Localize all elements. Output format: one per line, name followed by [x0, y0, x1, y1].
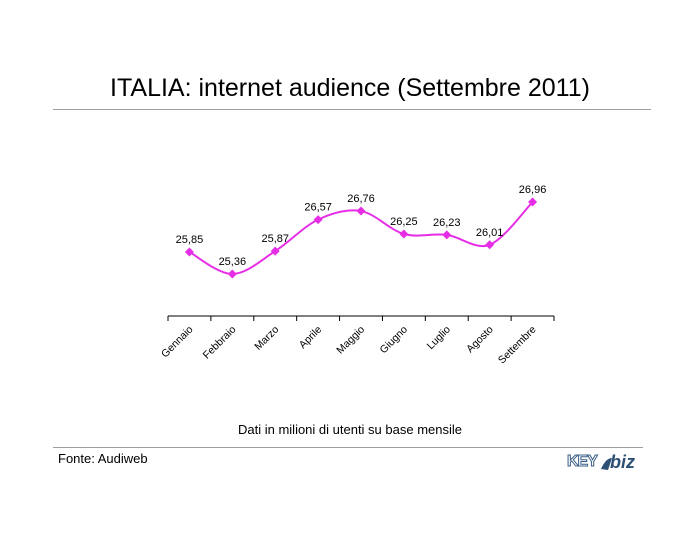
- data-label: 25,85: [176, 234, 204, 246]
- data-point-marker: [227, 269, 237, 279]
- data-point-marker: [270, 246, 280, 256]
- x-tick-label: Maggio: [334, 324, 367, 357]
- data-point-marker: [528, 197, 538, 207]
- chart-title: ITALIA: internet audience (Settembre 201…: [110, 74, 590, 102]
- data-point-marker: [356, 206, 366, 216]
- x-tick-label: Gennaio: [159, 324, 196, 361]
- data-point-marker: [399, 229, 409, 239]
- data-point-marker: [485, 240, 495, 250]
- source-note: Fonte: Audiweb: [58, 451, 148, 466]
- bottom-divider: [53, 447, 643, 448]
- x-tick-label: Luglio: [425, 324, 453, 352]
- top-divider: [53, 109, 651, 110]
- data-label: 26,25: [390, 216, 418, 228]
- x-tick-label: Settembre: [496, 324, 539, 367]
- data-label: 26,76: [347, 193, 375, 205]
- data-label: 25,36: [219, 256, 247, 268]
- x-tick-label: Marzo: [252, 324, 281, 353]
- line-chart: 25,85 Gennaio 25,36 Febbraio 25,87 Marzo 26,57…: [159, 184, 555, 367]
- data-point-marker: [442, 230, 452, 240]
- chart-caption: Dati in milioni di utenti su base mensil…: [238, 422, 462, 437]
- logo-key-text: KEY: [567, 453, 599, 471]
- data-label: 26,01: [476, 227, 504, 239]
- x-tick-label: Giugno: [378, 324, 411, 357]
- data-label: 26,57: [304, 202, 332, 214]
- data-label: 25,87: [261, 233, 289, 245]
- logo-biz-text: biz: [610, 452, 635, 472]
- data-label: 26,23: [433, 217, 461, 229]
- data-label: 26,96: [519, 184, 547, 196]
- x-tick-label: Aprile: [297, 324, 325, 352]
- x-tick-label: Agosto: [464, 324, 496, 356]
- logo-swoosh-icon: [601, 458, 612, 470]
- data-point-marker: [184, 247, 194, 257]
- x-tick-label: Febbraio: [201, 324, 239, 362]
- data-point-marker: [313, 215, 323, 225]
- key4biz-logo: KEY biz: [567, 452, 647, 474]
